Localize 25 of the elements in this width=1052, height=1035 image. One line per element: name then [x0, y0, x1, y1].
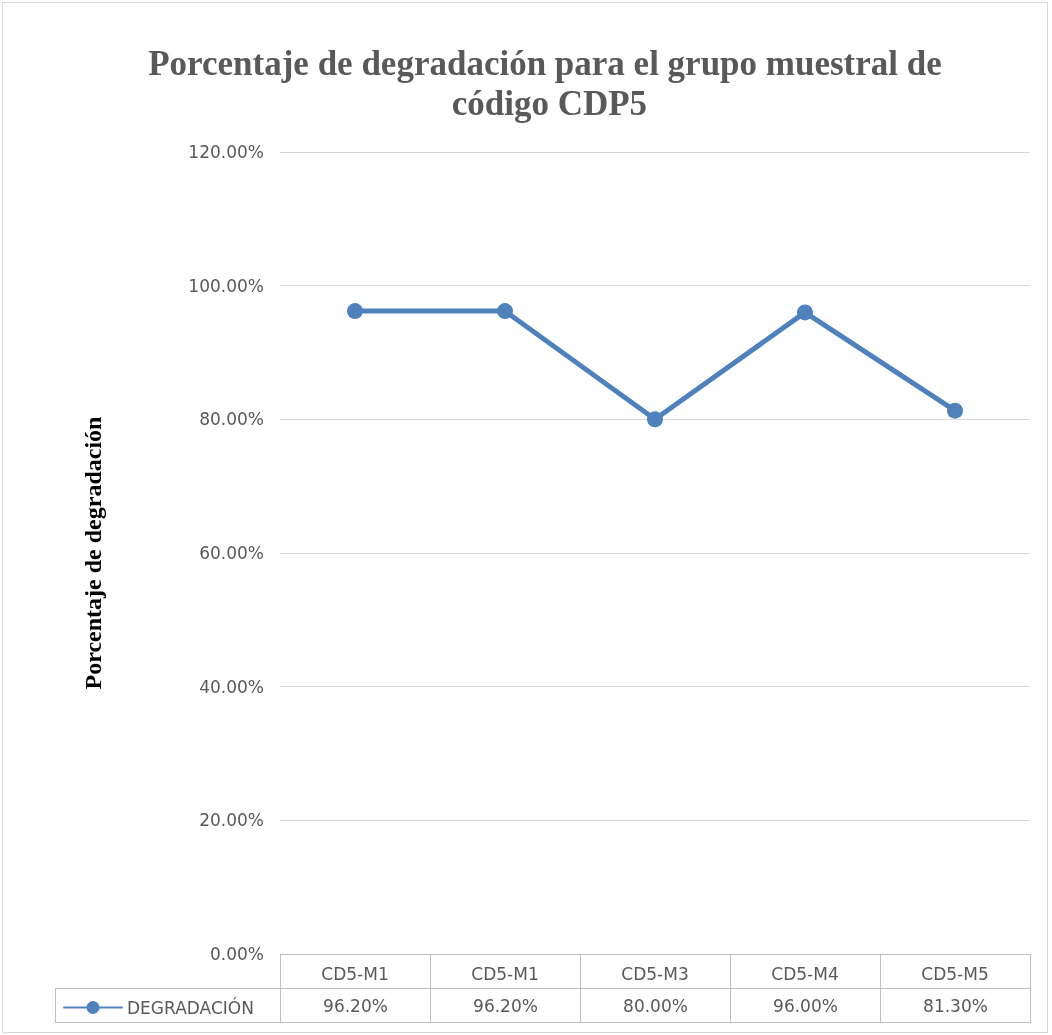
y-axis-title: Porcentaje de degradación: [80, 416, 106, 690]
x-tick-label: CD5-M4: [771, 963, 839, 984]
point: [647, 411, 663, 428]
chart-title: Porcentaje de degradación para el grupo muestral de código CDP5: [148, 43, 942, 123]
y-tick-label: 40.00%: [199, 676, 264, 697]
data-label: 96.20%: [280, 988, 431, 1023]
x-tick-label: CD5-M1: [321, 963, 389, 984]
data-label: 96.20%: [430, 988, 581, 1023]
data-label: 96.00%: [730, 988, 881, 1023]
point: [797, 304, 813, 321]
point: [947, 402, 963, 419]
data-label: 80.00%: [580, 988, 731, 1023]
legend-label: DEGRADACIÓN: [127, 996, 254, 1018]
x-tick-label: CD5-M1: [471, 963, 539, 984]
y-tick-label: 80.00%: [199, 409, 264, 430]
data-label: 81.30%: [880, 988, 1031, 1023]
y-tick-label: 20.00%: [199, 810, 264, 831]
point: [347, 303, 363, 320]
point: [497, 303, 513, 320]
y-tick-label: 60.00%: [199, 543, 264, 563]
x-tick-label: CD5-M5: [921, 963, 989, 984]
y-tick-label: 120.00%: [188, 142, 264, 162]
y-tick-label: 100.00%: [188, 275, 264, 296]
x-tick-label: CD5-M3: [621, 963, 689, 984]
y-tick-label: 0.00%: [209, 944, 264, 964]
